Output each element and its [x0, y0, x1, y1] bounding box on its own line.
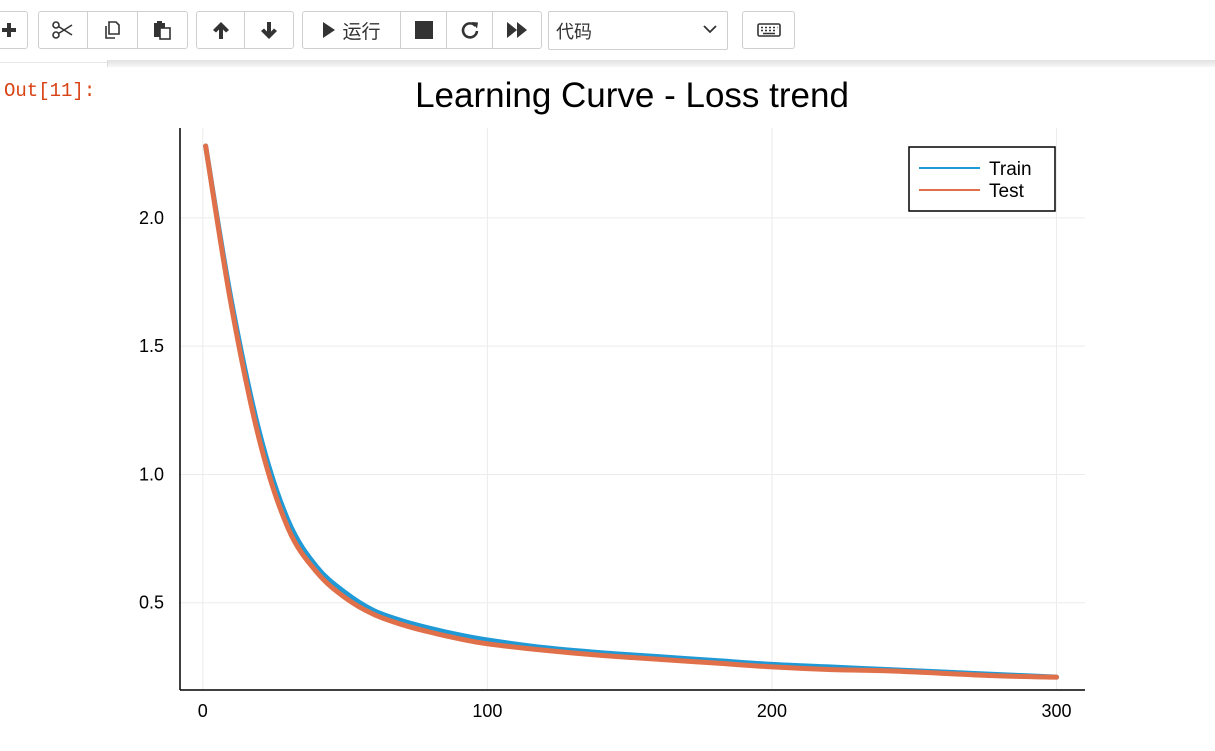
x-tick-label: 300 — [1042, 701, 1072, 721]
keyboard-icon — [756, 23, 781, 37]
run-group: 运行 — [302, 11, 542, 49]
series-lines — [203, 143, 1060, 680]
keyboard-shortcuts-button[interactable] — [743, 12, 794, 48]
copy-button[interactable] — [88, 12, 138, 48]
x-tick-label: 100 — [472, 701, 502, 721]
notebook-toolbar: 运行 代码 — [0, 0, 1215, 63]
output-prompt: Out[11]: — [4, 80, 96, 102]
grid-lines — [180, 128, 1085, 690]
y-tick-label: 0.5 — [139, 593, 164, 613]
y-tick-label: 1.5 — [139, 336, 164, 356]
play-icon — [323, 22, 336, 38]
axes — [179, 128, 1085, 691]
move-group — [196, 11, 294, 49]
chevron-down-icon — [703, 25, 717, 34]
edit-group — [38, 11, 188, 49]
restart-button[interactable] — [447, 12, 493, 48]
paste-button[interactable] — [138, 12, 187, 48]
scissors-icon — [52, 21, 73, 39]
legend-label-test: Test — [989, 181, 1025, 202]
move-down-button[interactable] — [245, 12, 293, 48]
run-label: 运行 — [342, 20, 381, 43]
insert-cell-button[interactable] — [0, 12, 27, 48]
series-line-test — [203, 143, 1060, 680]
y-tick-label: 1.0 — [139, 464, 164, 484]
y-tick-label: 2.0 — [139, 208, 164, 228]
interrupt-button[interactable] — [401, 12, 447, 48]
x-tick-label: 0 — [198, 701, 208, 721]
insert-group — [0, 11, 28, 49]
arrow-up-icon — [212, 22, 229, 39]
tick-labels: 0 100 200 300 0.5 1.0 1.5 2.0 — [139, 208, 1072, 721]
restart-run-all-button[interactable] — [493, 12, 541, 48]
toolbar-shadow — [107, 60, 1215, 67]
legend-label-train: Train — [989, 159, 1032, 180]
paste-icon — [154, 21, 172, 40]
run-button[interactable]: 运行 — [303, 12, 401, 48]
shortcuts-group — [742, 11, 795, 49]
legend-box — [908, 146, 1056, 212]
arrow-down-icon — [261, 22, 277, 39]
restart-icon — [461, 22, 478, 39]
plus-icon — [2, 23, 16, 37]
move-up-button[interactable] — [197, 12, 245, 48]
cut-button[interactable] — [39, 12, 89, 48]
series-line-train — [203, 143, 1060, 680]
fast-forward-icon — [507, 22, 527, 38]
x-tick-label: 200 — [757, 701, 787, 721]
cell-type-value: 代码 — [556, 21, 592, 43]
cell-type-select[interactable]: 代码 — [548, 11, 728, 50]
stop-icon — [414, 21, 433, 39]
copy-icon — [104, 21, 120, 39]
chart-title: Learning Curve - Loss trend — [415, 76, 849, 115]
